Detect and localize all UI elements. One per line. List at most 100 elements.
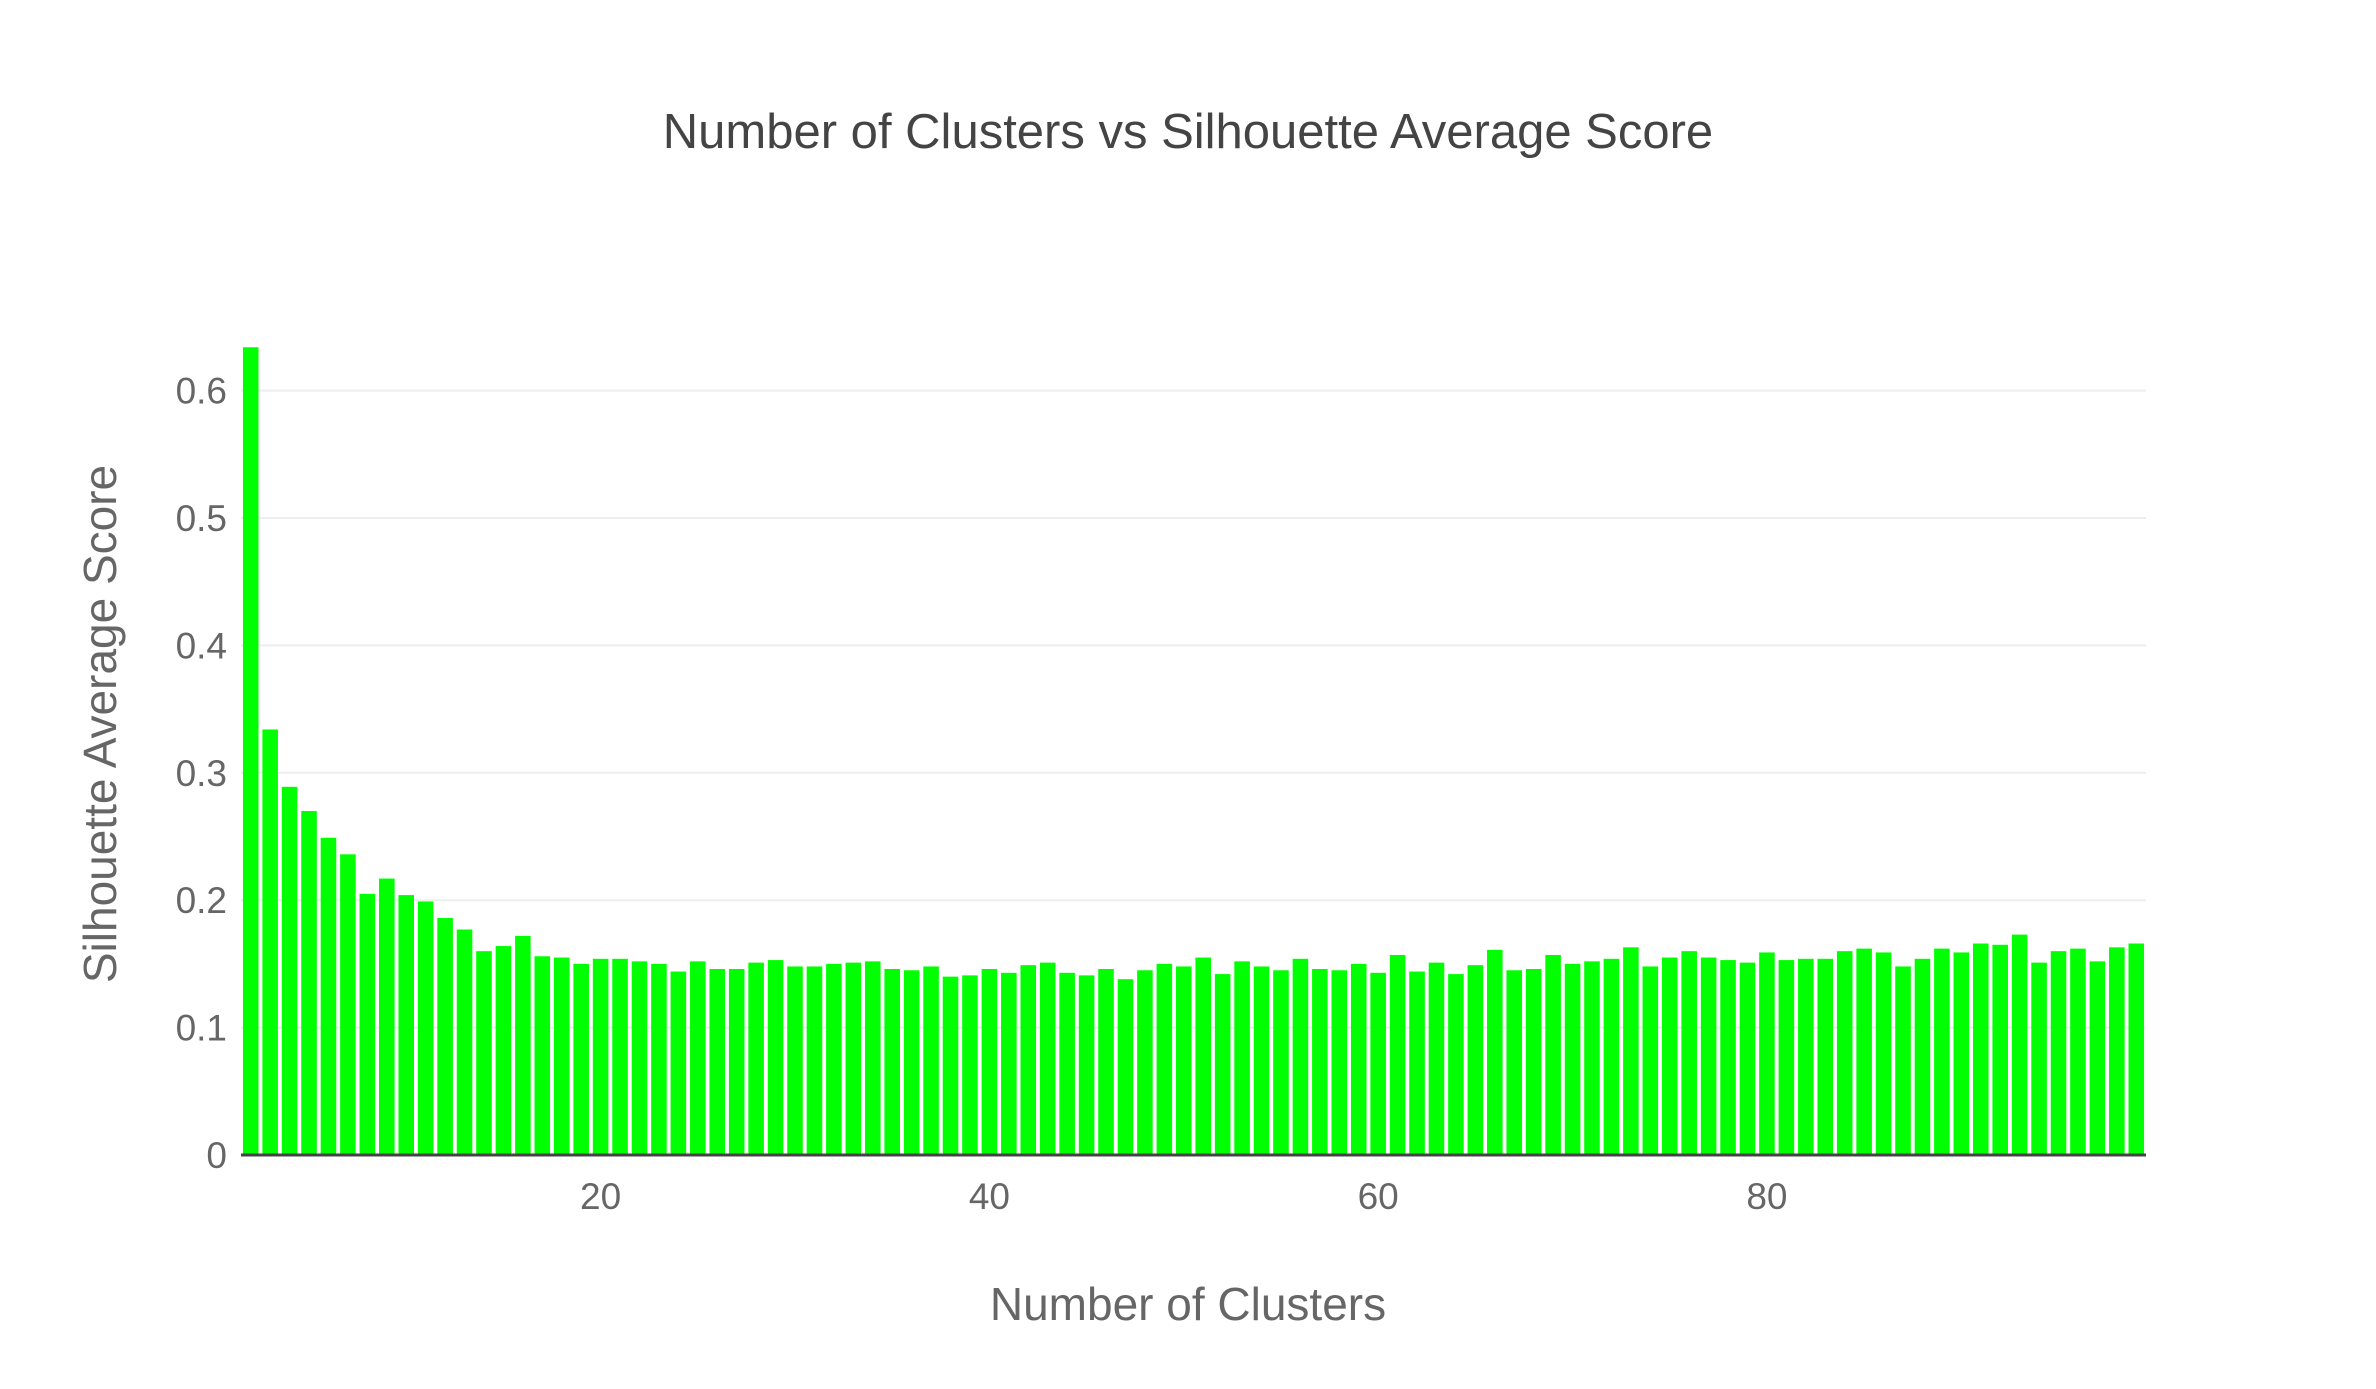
bar [340,854,356,1155]
bar [651,963,667,1155]
bar [845,962,862,1155]
y-tick-label: 0 [206,1135,227,1176]
bar [1389,954,1406,1155]
x-tick-label: 60 [1358,1176,1399,1217]
bar [631,961,648,1155]
x-tick-label: 20 [580,1176,621,1217]
bar [1409,971,1425,1155]
bar [1545,954,1561,1155]
bar [1992,944,2008,1155]
bar [1487,949,1503,1155]
bar [320,837,337,1155]
bar [592,958,609,1155]
bar [1506,970,1523,1155]
bar [1934,948,1950,1155]
bars [242,347,2145,1156]
bar [1078,975,1095,1155]
bar [476,951,492,1155]
y-tick-label: 0.4 [176,625,227,666]
bar [437,918,453,1155]
bar [1312,968,1328,1155]
bar [709,968,726,1155]
bar [417,901,434,1155]
bar [359,893,376,1155]
bar [767,960,784,1155]
bar [1098,968,1114,1155]
bar [962,975,978,1155]
bar [242,347,259,1156]
bar [1584,961,1600,1155]
bar [1020,965,1037,1155]
bar [1778,960,1795,1155]
bar [1642,966,1659,1155]
y-tick-label: 0.2 [176,880,227,921]
bar [1370,972,1386,1155]
bar [1137,970,1153,1155]
bar [2011,934,2028,1155]
bar [1467,965,1484,1155]
bar [2031,962,2047,1155]
y-tick-label: 0.6 [176,371,227,412]
bar [1059,972,1075,1155]
bar [1448,974,1464,1155]
bar [1214,974,1231,1155]
bar [1817,958,1834,1155]
bar [1914,958,1931,1155]
bar [573,963,589,1155]
bar [826,963,842,1155]
bar [1117,979,1134,1155]
bar [1972,943,1989,1155]
bar [787,966,803,1155]
x-tick-label: 40 [969,1176,1010,1217]
bar [553,957,570,1155]
bar [1895,966,1911,1155]
bar [1039,962,1056,1155]
bar [1156,963,1173,1155]
bar [806,966,823,1155]
bar [903,970,920,1155]
bar [1623,947,1639,1155]
bar [1350,963,1367,1155]
bar [1661,957,1678,1155]
bar [1720,960,1736,1155]
bar [515,935,531,1155]
bar [923,966,939,1155]
bar [1525,968,1542,1155]
bar [262,729,278,1155]
bar [2050,951,2067,1155]
bar [1428,962,1445,1155]
bar [1875,952,1892,1155]
y-tick-label: 0.5 [176,498,227,539]
bar [1681,951,1697,1155]
bar [398,895,415,1155]
y-tick-label: 0.3 [176,753,227,794]
bar [1856,948,1872,1155]
x-tick-label: 80 [1746,1176,1787,1217]
bar [281,786,298,1155]
bar [942,976,959,1155]
bar [2128,943,2145,1155]
bar [1836,951,1853,1155]
bar [1739,962,1756,1155]
bar [1234,961,1250,1155]
bar [884,968,900,1155]
x-axis-title: Number of Clusters [990,1278,1386,1330]
bar [690,961,706,1155]
bar [495,946,512,1155]
bar [981,968,998,1155]
chart-title: Number of Clusters vs Silhouette Average… [663,105,1713,159]
bar [534,956,551,1155]
bar [1798,958,1814,1155]
bar [1176,966,1192,1155]
bar [456,929,473,1155]
bar [1700,957,1717,1155]
bar [2070,948,2086,1155]
bar [1603,958,1620,1155]
bar [1759,952,1775,1155]
bar [301,811,317,1155]
axes: 0 0.1 0.2 0.3 0.4 0.5 0.6 20 40 60 80 [176,371,2146,1217]
bar [1273,970,1289,1155]
y-axis-title: Silhouette Average Score [74,465,126,983]
bar [2109,947,2125,1155]
